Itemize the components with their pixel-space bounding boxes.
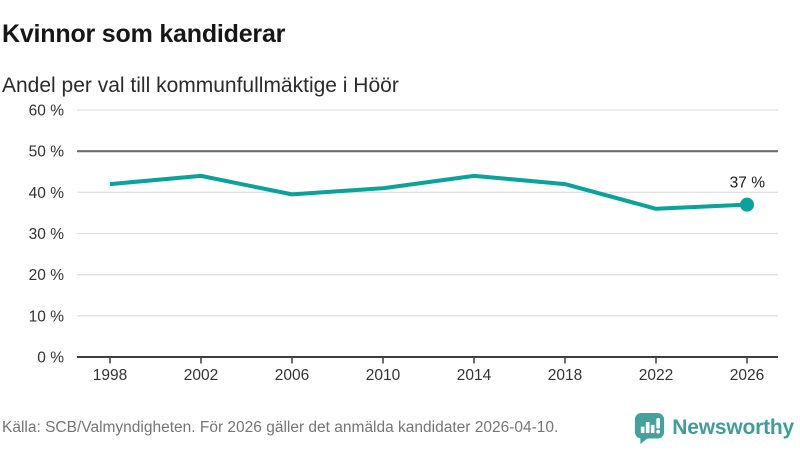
x-tick-label: 2002: [184, 367, 218, 384]
chart-subtitle: Andel per val till kommunfullmäktige i H…: [2, 74, 399, 98]
x-tick-label: 2022: [639, 367, 673, 384]
y-tick-label: 30 %: [29, 226, 65, 243]
y-tick-label: 40 %: [29, 185, 65, 202]
y-tick-label: 0 %: [37, 350, 64, 367]
x-tick-label: 2014: [457, 367, 492, 384]
page-title: Kvinnor som kandiderar: [2, 19, 286, 48]
y-tick-label: 50 %: [29, 144, 65, 161]
y-tick-label: 20 %: [29, 267, 65, 284]
y-tick-label: 10 %: [29, 308, 65, 325]
line-chart: 0 % 10 % 20 % 30 % 40 % 50 % 60 % 1998 2002 2006 2…: [29, 103, 778, 384]
y-tick-label: 60 %: [29, 103, 65, 120]
data-line: [109, 173, 748, 211]
x-tick-label: 2010: [366, 367, 401, 384]
x-tick-label: 2018: [548, 367, 582, 384]
x-tick-label: 2006: [275, 367, 309, 384]
newsworthy-speech-bubble-icon: [635, 412, 665, 444]
x-tick-label: 1998: [93, 367, 127, 384]
source-note: Källa: SCB/Valmyndigheten. För 2026 gäll…: [2, 419, 559, 436]
newsworthy-logo[interactable]: Newsworthy: [634, 412, 794, 445]
end-point-marker: [740, 197, 754, 212]
end-value-label: 37 %: [730, 175, 766, 192]
x-tick-label: 2026: [730, 367, 764, 384]
footer: Källa: SCB/Valmyndigheten. För 2026 gäll…: [2, 409, 794, 447]
newsworthy-wordmark: Newsworthy: [672, 416, 794, 439]
